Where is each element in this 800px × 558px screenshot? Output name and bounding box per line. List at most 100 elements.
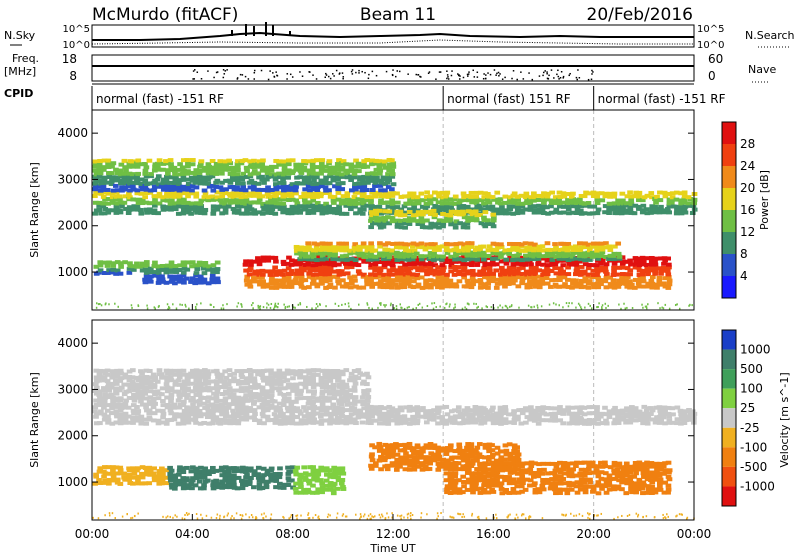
heatmap-cell bbox=[665, 269, 671, 273]
nave-point bbox=[468, 73, 470, 75]
heatmap-cell bbox=[636, 282, 642, 286]
heatmap-cell bbox=[213, 306, 215, 308]
colorbar-swatch bbox=[722, 210, 736, 232]
heatmap-cell bbox=[180, 185, 186, 189]
heatmap-cell bbox=[381, 406, 387, 410]
heatmap-cell bbox=[360, 421, 366, 425]
heatmap-cell bbox=[368, 225, 374, 229]
nave-point bbox=[520, 71, 522, 73]
heatmap-cell bbox=[213, 172, 219, 176]
heatmap-cell bbox=[448, 213, 454, 217]
heatmap-cell bbox=[197, 261, 203, 265]
heatmap-cell bbox=[456, 405, 462, 409]
heatmap-cell bbox=[117, 209, 123, 213]
nave-point bbox=[588, 79, 590, 81]
heatmap-cell bbox=[665, 304, 667, 306]
heatmap-cell bbox=[603, 279, 609, 283]
heatmap-cell bbox=[682, 190, 688, 194]
heatmap-cell bbox=[214, 369, 220, 373]
heatmap-cell bbox=[209, 278, 215, 282]
heatmap-cell bbox=[424, 190, 430, 194]
heatmap-cell bbox=[598, 254, 604, 258]
heatmap-cell bbox=[539, 472, 545, 476]
heatmap-cell bbox=[498, 255, 504, 259]
nave-point bbox=[458, 75, 460, 77]
heatmap-cell bbox=[511, 409, 517, 413]
heatmap-cell bbox=[545, 241, 551, 245]
heatmap-cell bbox=[137, 304, 139, 306]
heatmap-cell bbox=[490, 195, 496, 199]
heatmap-cell bbox=[356, 162, 362, 166]
heatmap-cell bbox=[215, 277, 221, 281]
heatmap-cell bbox=[473, 409, 479, 413]
heatmap-cell bbox=[197, 409, 203, 413]
heatmap-cell bbox=[605, 303, 607, 305]
heatmap-cell bbox=[148, 172, 154, 176]
heatmap-cell bbox=[566, 302, 568, 304]
heatmap-cell bbox=[641, 304, 643, 306]
heatmap-cell bbox=[293, 400, 299, 404]
heatmap-cell bbox=[540, 409, 546, 413]
heatmap-cell bbox=[285, 306, 287, 308]
heatmap-cell bbox=[456, 257, 462, 261]
heatmap-cell bbox=[160, 476, 166, 480]
heatmap-cell bbox=[368, 279, 374, 283]
heatmap-cell bbox=[339, 478, 345, 482]
heatmap-cell bbox=[197, 369, 203, 373]
heatmap-cell bbox=[290, 158, 296, 162]
heatmap-cell bbox=[569, 471, 575, 475]
heatmap-cell bbox=[263, 306, 265, 308]
nave-point bbox=[207, 70, 209, 72]
nave-point bbox=[477, 72, 479, 74]
y-tick-label: 3000 bbox=[57, 172, 88, 186]
heatmap-cell bbox=[415, 195, 421, 199]
heatmap-cell bbox=[578, 488, 584, 492]
heatmap-cell bbox=[134, 188, 140, 192]
heatmap-cell bbox=[272, 399, 278, 403]
heatmap-cell bbox=[528, 415, 534, 419]
heatmap-cell bbox=[389, 406, 395, 410]
heatmap-cell bbox=[607, 202, 613, 206]
nave-point bbox=[213, 77, 215, 79]
heatmap-cell bbox=[277, 306, 279, 308]
heatmap-cell bbox=[226, 466, 232, 470]
heatmap-cell bbox=[481, 406, 487, 410]
heatmap-cell bbox=[310, 163, 316, 167]
heatmap-cell bbox=[188, 212, 194, 216]
nave-point bbox=[440, 71, 442, 73]
heatmap-cell bbox=[540, 282, 546, 286]
heatmap-cell bbox=[160, 409, 166, 413]
heatmap-cell bbox=[544, 412, 550, 416]
heatmap-cell bbox=[306, 245, 312, 249]
heatmap-cell bbox=[280, 202, 286, 206]
heatmap-cell bbox=[184, 466, 190, 470]
heatmap-cell bbox=[223, 308, 225, 310]
heatmap-cell bbox=[561, 211, 567, 215]
heatmap-cell bbox=[462, 308, 464, 310]
heatmap-cell bbox=[356, 269, 362, 273]
nave-point bbox=[499, 73, 501, 75]
heatmap-cell bbox=[417, 304, 419, 306]
heatmap-cell bbox=[444, 273, 450, 277]
heatmap-cell bbox=[528, 305, 530, 307]
heatmap-cell bbox=[523, 406, 529, 410]
nave-point bbox=[226, 69, 228, 71]
heatmap-cell bbox=[217, 159, 223, 163]
heatmap-cell bbox=[582, 211, 588, 215]
heatmap-cell bbox=[686, 415, 692, 419]
nave-point bbox=[472, 70, 474, 72]
heatmap-cell bbox=[281, 181, 287, 185]
nave-point bbox=[539, 75, 541, 77]
heatmap-cell bbox=[195, 306, 197, 308]
heatmap-cell bbox=[310, 484, 316, 488]
heatmap-cell bbox=[515, 415, 521, 419]
heatmap-cell bbox=[138, 212, 144, 216]
heatmap-cell bbox=[356, 182, 362, 186]
heatmap-cell bbox=[147, 159, 153, 163]
heatmap-cell bbox=[305, 241, 311, 245]
heatmap-cell bbox=[416, 307, 418, 309]
heatmap-cell bbox=[457, 279, 463, 283]
heatmap-cell bbox=[118, 369, 124, 373]
heatmap-cell bbox=[400, 307, 402, 309]
heatmap-cell bbox=[395, 201, 401, 205]
